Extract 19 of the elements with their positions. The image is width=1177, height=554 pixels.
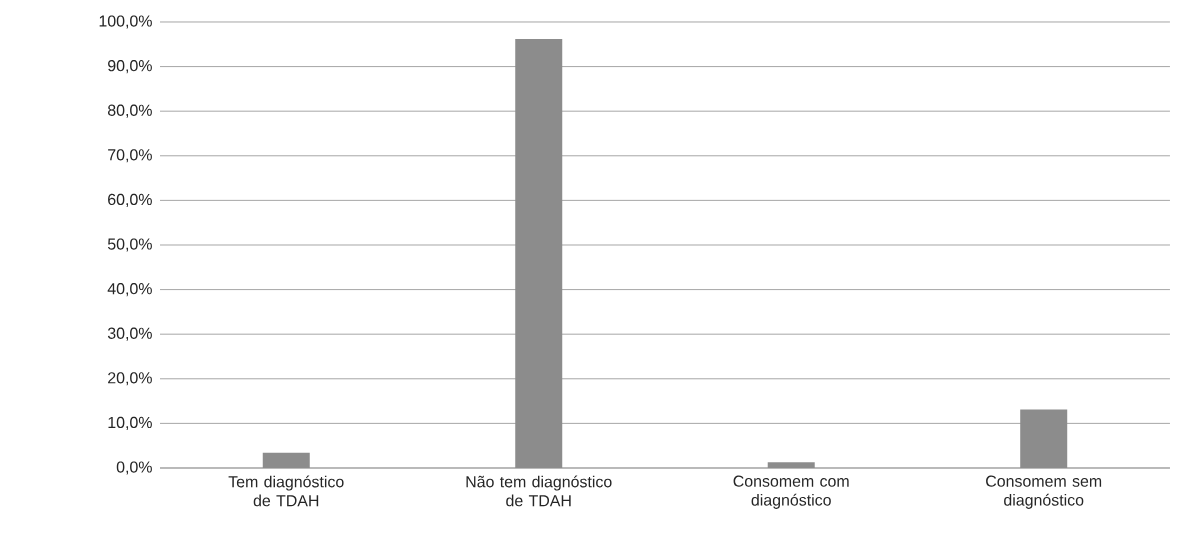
y-tick-label: 30,0% <box>107 327 152 341</box>
bar <box>515 38 563 468</box>
x-tick-label: Consomem sem diagnóstico <box>986 475 1102 509</box>
y-tick-label: 50,0% <box>107 238 152 252</box>
y-tick-label: 10,0% <box>108 416 152 430</box>
bar <box>1020 409 1068 468</box>
y-tick-label: 70,0% <box>108 149 152 163</box>
y-tick-label: 0,0% <box>116 461 152 475</box>
y-tick-label: 60,0% <box>108 193 152 207</box>
y-tick-label: 100,0% <box>99 15 152 29</box>
y-tick-label: 40,0% <box>107 283 152 297</box>
y-tick-label: 90,0% <box>108 60 152 74</box>
y-tick-label: 80,0% <box>107 104 152 118</box>
x-tick-label: Não tem diagnóstico de TDAH <box>466 475 612 507</box>
y-tick-label: 20,0% <box>108 372 152 386</box>
bar <box>262 452 310 468</box>
x-tick-label: Consomem com diagnóstico <box>733 475 849 509</box>
bar <box>767 462 815 468</box>
x-tick-label: Tem diagnóstico de TDAH <box>228 475 344 507</box>
